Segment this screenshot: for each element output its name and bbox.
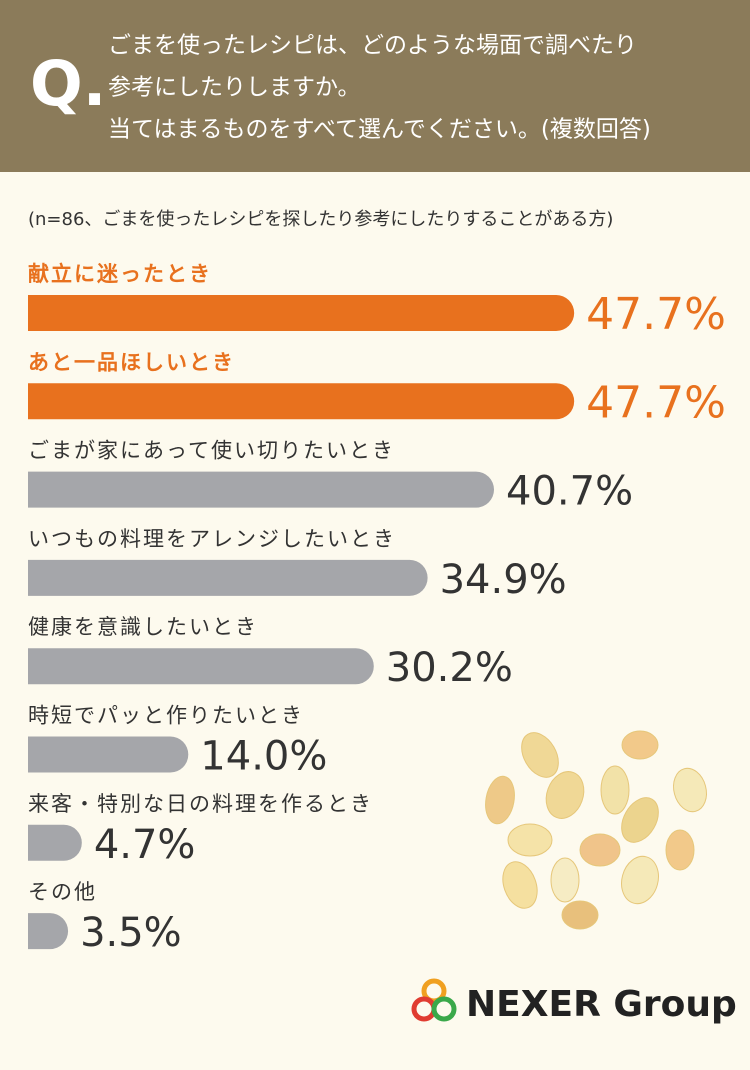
category-label: 献立に迷ったとき <box>28 262 212 286</box>
bar <box>28 648 374 685</box>
question-mark: Q. <box>30 47 106 120</box>
bar <box>28 559 428 596</box>
value-label: 47.7% <box>586 289 726 340</box>
logo-mark <box>411 978 457 1022</box>
value-label: 3.5% <box>80 910 182 956</box>
header-band <box>0 0 750 172</box>
question-line: 参考にしたりしますか。 <box>108 75 361 101</box>
bar <box>28 471 495 508</box>
value-label: 40.7% <box>506 469 633 515</box>
value-label: 4.7% <box>94 822 196 868</box>
subtitle: (n=86、ごまを使ったレシピを探したり参考にしたりすることがある方) <box>28 209 613 230</box>
bar <box>28 736 189 773</box>
logo-text: NEXER Group <box>466 984 737 1025</box>
bar <box>28 824 82 861</box>
value-label: 34.9% <box>440 557 567 603</box>
category-label: 時短でパッと作りたいとき <box>28 704 304 728</box>
bar <box>28 383 575 420</box>
bar <box>28 295 575 331</box>
value-label: 30.2% <box>386 645 513 691</box>
bar <box>28 913 69 950</box>
category-label: いつもの料理をアレンジしたいとき <box>28 527 396 551</box>
category-label: 来客・特別な日の料理を作るとき <box>28 792 373 816</box>
sesame-decoration <box>485 730 707 930</box>
category-label: その他 <box>28 880 97 904</box>
value-label: 14.0% <box>200 734 327 780</box>
category-label: ごまが家にあって使い切りたいとき <box>28 439 395 463</box>
question-line: ごまを使ったレシピは、どのような場面で調べたり <box>108 33 637 59</box>
category-label: あと一品ほしいとき <box>28 350 235 374</box>
question-line: 当てはまるものをすべて選んでください。(複数回答) <box>108 117 651 143</box>
category-label: 健康を意識したいとき <box>28 615 258 639</box>
value-label: 47.7% <box>586 377 726 428</box>
